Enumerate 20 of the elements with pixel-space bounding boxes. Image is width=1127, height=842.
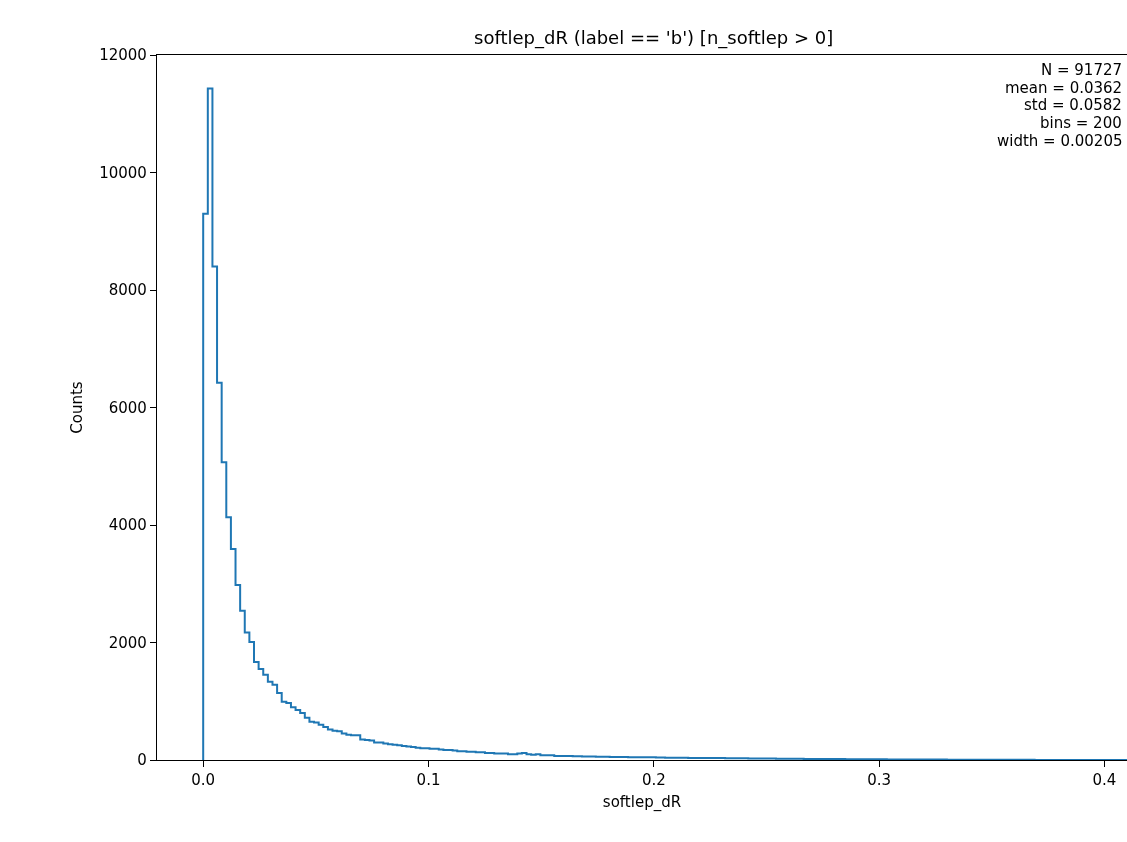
annotation: std = 0.0582 bbox=[1024, 96, 1122, 114]
x-axis-title: softlep_dR bbox=[602, 793, 682, 813]
x-tick-label: 0.2 bbox=[641, 771, 666, 790]
annotation: N = 91727 bbox=[1041, 61, 1123, 79]
x-tick-label: 0.4 bbox=[1092, 771, 1117, 790]
y-tick-label: 12000 bbox=[99, 46, 147, 65]
annotation: bins = 200 bbox=[1040, 114, 1122, 132]
chart-title: softlep_dR (label == 'b') [n_softlep > 0] bbox=[474, 27, 834, 50]
x-tick-label: 0.3 bbox=[867, 771, 892, 790]
y-tick-label: 2000 bbox=[108, 633, 147, 652]
x-tick-label: 0.0 bbox=[191, 771, 216, 790]
y-tick-label: 8000 bbox=[108, 281, 147, 300]
y-axis-title: Counts bbox=[68, 381, 87, 434]
annotation: width = 0.00205 bbox=[997, 132, 1123, 150]
y-tick-label: 0 bbox=[137, 751, 147, 770]
y-tick-label: 10000 bbox=[99, 163, 147, 182]
y-tick-label: 4000 bbox=[108, 516, 147, 535]
y-tick-label: 6000 bbox=[108, 398, 147, 417]
annotation: mean = 0.0362 bbox=[1005, 79, 1123, 97]
x-tick-label: 0.1 bbox=[416, 771, 441, 790]
